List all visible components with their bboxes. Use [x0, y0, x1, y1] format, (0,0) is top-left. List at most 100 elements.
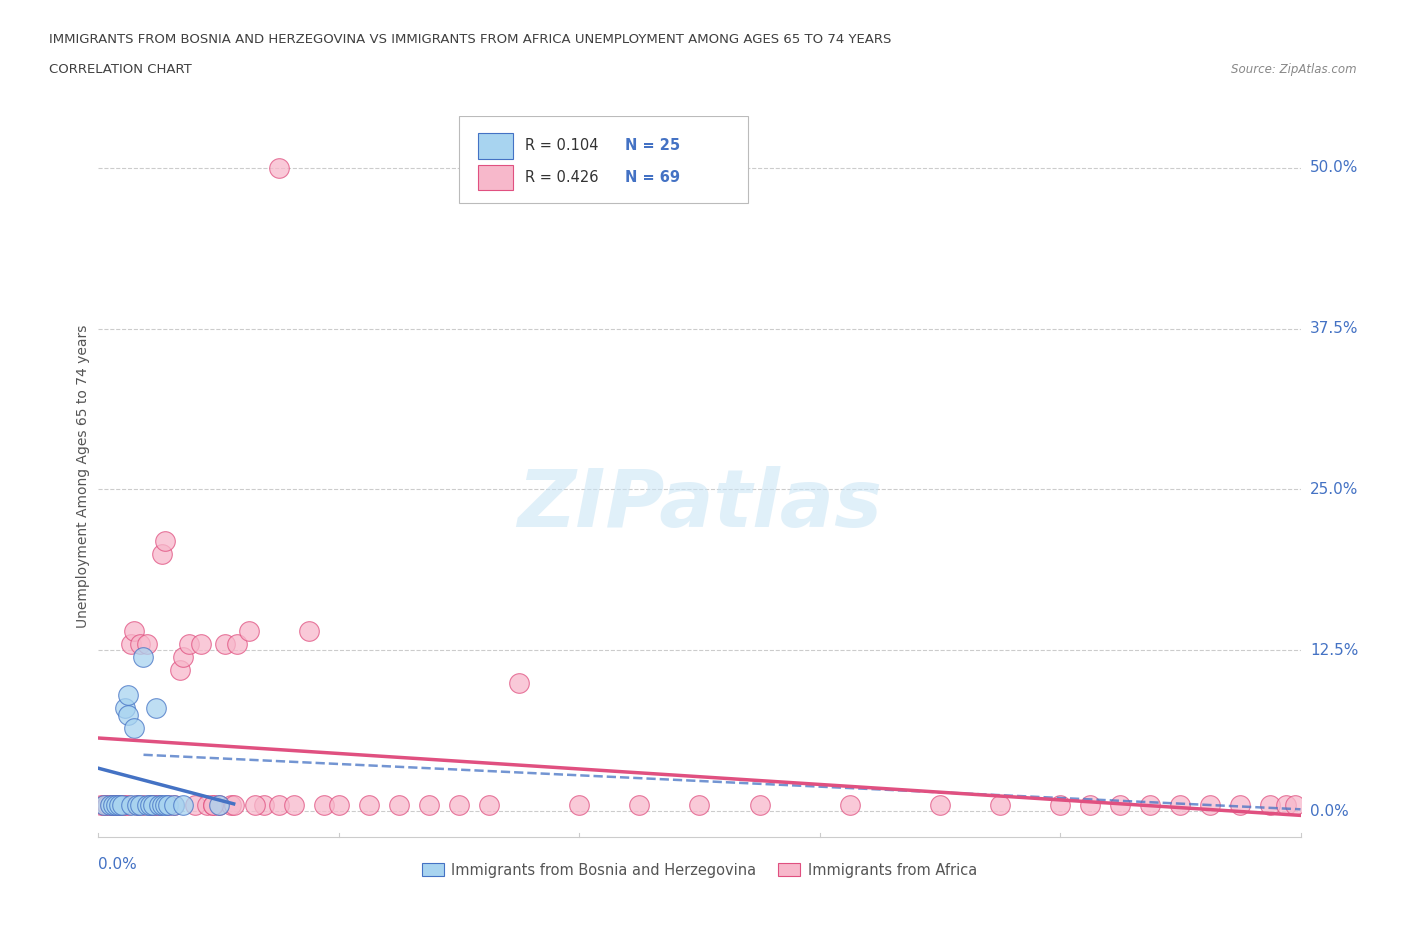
Legend: Immigrants from Bosnia and Herzegovina, Immigrants from Africa: Immigrants from Bosnia and Herzegovina, …: [416, 857, 983, 884]
Text: 50.0%: 50.0%: [1310, 160, 1358, 175]
Point: [219, 797, 242, 812]
Text: IMMIGRANTS FROM BOSNIA AND HERZEGOVINA VS IMMIGRANTS FROM AFRICA UNEMPLOYMENT AM: IMMIGRANTS FROM BOSNIA AND HERZEGOVINA V…: [49, 33, 891, 46]
Point: [129, 636, 152, 651]
Point: [105, 797, 128, 812]
Point: [568, 797, 591, 812]
Point: [108, 797, 131, 812]
Point: [357, 797, 380, 812]
Point: [1284, 797, 1306, 812]
Point: [988, 797, 1011, 812]
Text: N = 25: N = 25: [624, 139, 681, 153]
Text: 12.5%: 12.5%: [1310, 643, 1358, 658]
Point: [388, 797, 411, 812]
Point: [100, 797, 122, 812]
Point: [117, 708, 139, 723]
Point: [114, 701, 136, 716]
Text: 25.0%: 25.0%: [1310, 482, 1358, 497]
Point: [222, 797, 245, 812]
Point: [201, 797, 224, 812]
Point: [100, 797, 122, 812]
Point: [93, 797, 115, 812]
Point: [156, 797, 179, 812]
Point: [153, 797, 176, 812]
Point: [1229, 797, 1251, 812]
Point: [628, 797, 651, 812]
Point: [111, 797, 134, 812]
Point: [328, 797, 350, 812]
Point: [141, 797, 163, 812]
Text: N = 69: N = 69: [624, 170, 681, 185]
Point: [253, 797, 276, 812]
Point: [105, 797, 128, 812]
Point: [93, 797, 115, 812]
Point: [183, 797, 205, 812]
Point: [148, 797, 170, 812]
Point: [478, 797, 501, 812]
Point: [267, 160, 290, 175]
Point: [1199, 797, 1222, 812]
Point: [117, 688, 139, 703]
Point: [96, 797, 118, 812]
Point: [124, 720, 146, 735]
Point: [141, 797, 163, 812]
Point: [208, 797, 231, 812]
Point: [135, 797, 157, 812]
Point: [129, 797, 152, 812]
FancyBboxPatch shape: [478, 133, 513, 159]
Point: [177, 636, 200, 651]
Point: [132, 649, 155, 664]
Point: [1139, 797, 1161, 812]
Point: [418, 797, 440, 812]
Point: [312, 797, 335, 812]
Point: [162, 797, 184, 812]
Point: [1274, 797, 1296, 812]
Text: Source: ZipAtlas.com: Source: ZipAtlas.com: [1232, 63, 1357, 76]
Point: [103, 797, 125, 812]
Text: 0.0%: 0.0%: [98, 857, 138, 872]
Y-axis label: Unemployment Among Ages 65 to 74 years: Unemployment Among Ages 65 to 74 years: [76, 325, 90, 629]
Point: [90, 797, 112, 812]
Point: [111, 797, 134, 812]
Point: [153, 534, 176, 549]
Point: [238, 624, 260, 639]
Point: [225, 636, 247, 651]
Point: [267, 797, 290, 812]
Point: [162, 797, 184, 812]
Point: [150, 547, 173, 562]
Point: [121, 636, 143, 651]
Point: [1078, 797, 1101, 812]
Text: R = 0.426: R = 0.426: [526, 170, 599, 185]
Point: [172, 649, 194, 664]
Text: CORRELATION CHART: CORRELATION CHART: [49, 63, 193, 76]
Point: [201, 797, 224, 812]
Point: [1109, 797, 1132, 812]
Text: 37.5%: 37.5%: [1310, 321, 1358, 336]
Point: [145, 701, 167, 716]
Point: [103, 797, 125, 812]
Point: [145, 797, 167, 812]
Point: [114, 797, 136, 812]
Point: [688, 797, 710, 812]
Point: [1049, 797, 1071, 812]
Point: [748, 797, 770, 812]
FancyBboxPatch shape: [458, 116, 748, 203]
Point: [117, 797, 139, 812]
Point: [121, 797, 143, 812]
Point: [127, 797, 149, 812]
Point: [243, 797, 266, 812]
Point: [508, 675, 530, 690]
Point: [1170, 797, 1192, 812]
Point: [150, 797, 173, 812]
Point: [447, 797, 470, 812]
Point: [156, 797, 179, 812]
Point: [148, 797, 170, 812]
Point: [172, 797, 194, 812]
Point: [138, 797, 160, 812]
Point: [195, 797, 218, 812]
Point: [838, 797, 860, 812]
Point: [208, 797, 231, 812]
Point: [127, 797, 149, 812]
Point: [169, 662, 191, 677]
Point: [214, 636, 236, 651]
Point: [1260, 797, 1282, 812]
